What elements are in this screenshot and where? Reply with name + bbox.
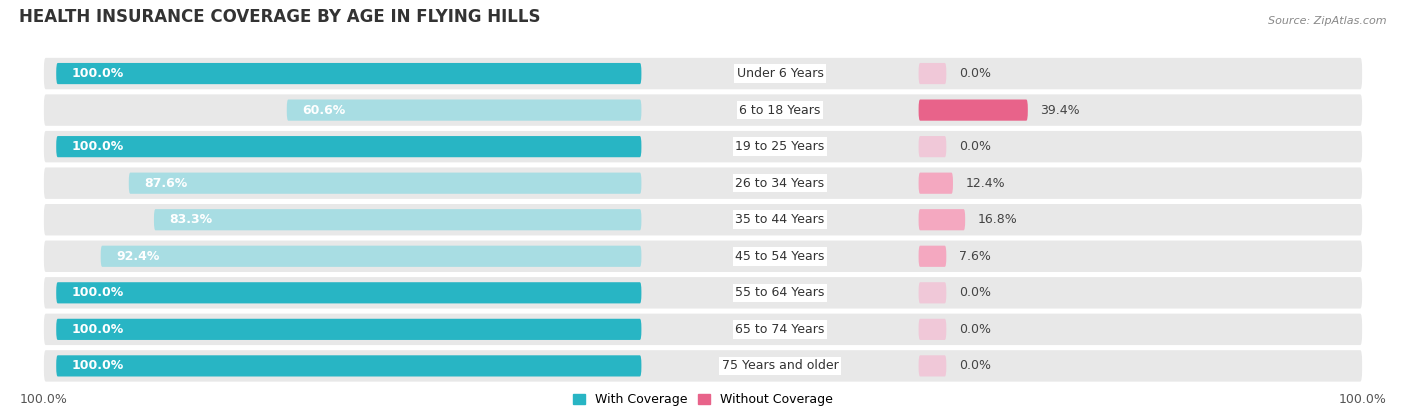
FancyBboxPatch shape <box>44 168 1362 199</box>
FancyBboxPatch shape <box>287 100 641 121</box>
Text: 26 to 34 Years: 26 to 34 Years <box>735 177 824 190</box>
Text: 100.0%: 100.0% <box>20 393 67 406</box>
Text: 65 to 74 Years: 65 to 74 Years <box>735 323 825 336</box>
FancyBboxPatch shape <box>44 314 1362 345</box>
FancyBboxPatch shape <box>56 282 641 303</box>
FancyBboxPatch shape <box>44 204 1362 235</box>
Text: 0.0%: 0.0% <box>959 323 991 336</box>
FancyBboxPatch shape <box>56 319 641 340</box>
Text: 92.4%: 92.4% <box>117 250 159 263</box>
FancyBboxPatch shape <box>101 246 641 267</box>
Text: Source: ZipAtlas.com: Source: ZipAtlas.com <box>1268 16 1386 26</box>
Text: 100.0%: 100.0% <box>1339 393 1386 406</box>
FancyBboxPatch shape <box>918 173 953 194</box>
FancyBboxPatch shape <box>56 63 641 84</box>
Text: 83.3%: 83.3% <box>169 213 212 226</box>
Text: 87.6%: 87.6% <box>145 177 187 190</box>
FancyBboxPatch shape <box>918 246 946 267</box>
Text: 0.0%: 0.0% <box>959 286 991 299</box>
FancyBboxPatch shape <box>918 100 1028 121</box>
Text: 6 to 18 Years: 6 to 18 Years <box>740 104 821 117</box>
FancyBboxPatch shape <box>153 209 641 230</box>
Text: 39.4%: 39.4% <box>1040 104 1080 117</box>
FancyBboxPatch shape <box>918 319 946 340</box>
FancyBboxPatch shape <box>56 355 641 376</box>
Text: 0.0%: 0.0% <box>959 359 991 372</box>
Legend: With Coverage, Without Coverage: With Coverage, Without Coverage <box>568 388 838 411</box>
FancyBboxPatch shape <box>44 94 1362 126</box>
FancyBboxPatch shape <box>129 173 641 194</box>
Text: 12.4%: 12.4% <box>966 177 1005 190</box>
FancyBboxPatch shape <box>44 58 1362 89</box>
Text: 19 to 25 Years: 19 to 25 Years <box>735 140 825 153</box>
Text: 55 to 64 Years: 55 to 64 Years <box>735 286 825 299</box>
Text: 35 to 44 Years: 35 to 44 Years <box>735 213 825 226</box>
Text: HEALTH INSURANCE COVERAGE BY AGE IN FLYING HILLS: HEALTH INSURANCE COVERAGE BY AGE IN FLYI… <box>20 8 541 26</box>
Text: 100.0%: 100.0% <box>72 359 124 372</box>
Text: 7.6%: 7.6% <box>959 250 990 263</box>
Text: Under 6 Years: Under 6 Years <box>737 67 824 80</box>
FancyBboxPatch shape <box>44 131 1362 162</box>
FancyBboxPatch shape <box>56 136 641 157</box>
Text: 0.0%: 0.0% <box>959 67 991 80</box>
FancyBboxPatch shape <box>44 277 1362 308</box>
Text: 100.0%: 100.0% <box>72 140 124 153</box>
FancyBboxPatch shape <box>44 350 1362 382</box>
Text: 100.0%: 100.0% <box>72 323 124 336</box>
FancyBboxPatch shape <box>918 136 946 157</box>
FancyBboxPatch shape <box>44 241 1362 272</box>
FancyBboxPatch shape <box>918 209 965 230</box>
FancyBboxPatch shape <box>918 282 946 303</box>
Text: 60.6%: 60.6% <box>302 104 346 117</box>
FancyBboxPatch shape <box>918 63 946 84</box>
Text: 75 Years and older: 75 Years and older <box>721 359 838 372</box>
Text: 0.0%: 0.0% <box>959 140 991 153</box>
Text: 100.0%: 100.0% <box>72 286 124 299</box>
FancyBboxPatch shape <box>918 355 946 376</box>
Text: 45 to 54 Years: 45 to 54 Years <box>735 250 825 263</box>
Text: 100.0%: 100.0% <box>72 67 124 80</box>
Text: 16.8%: 16.8% <box>977 213 1017 226</box>
